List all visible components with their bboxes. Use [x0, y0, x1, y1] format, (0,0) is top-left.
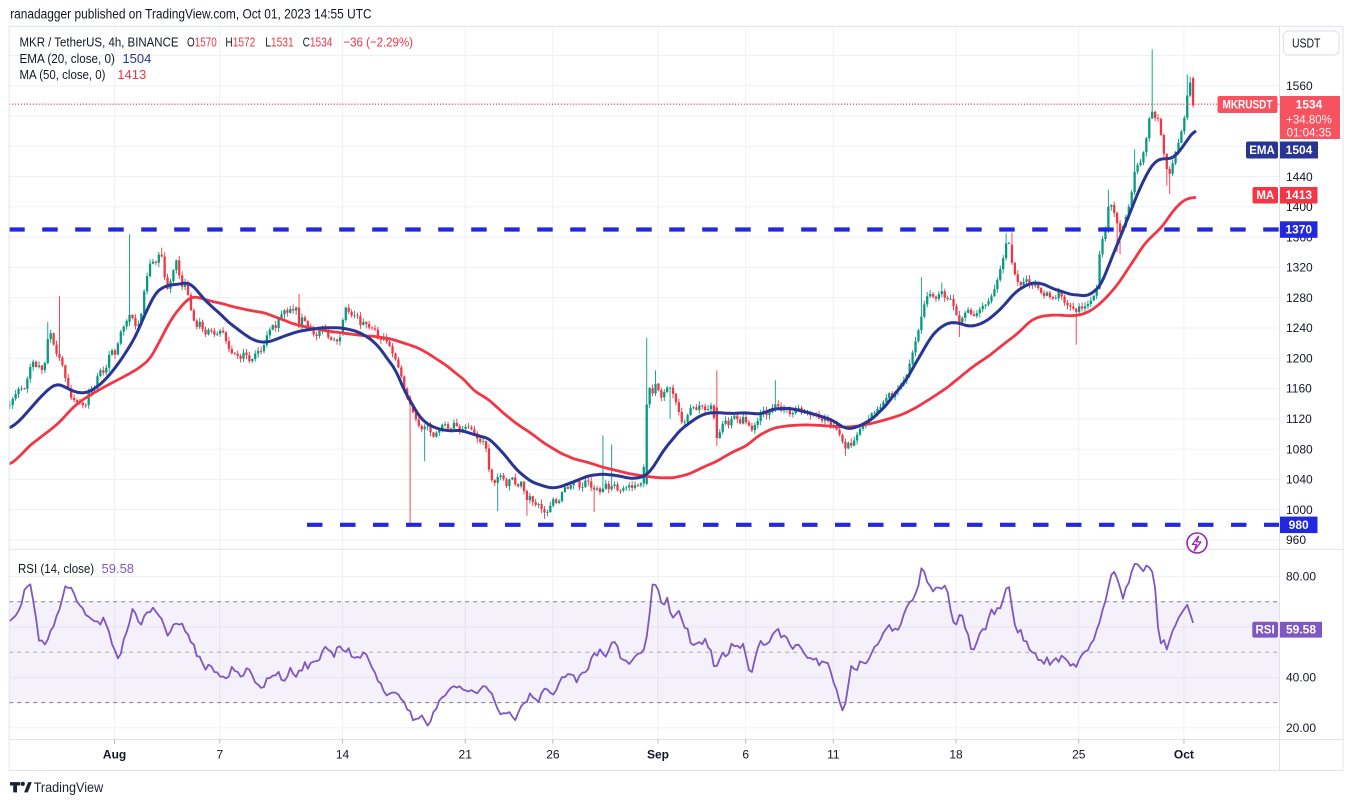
- svg-text:MA (50, close, 0): MA (50, close, 0): [20, 67, 106, 82]
- svg-text:01:04:35: 01:04:35: [1287, 127, 1332, 139]
- svg-text:1320: 1320: [1286, 261, 1313, 275]
- svg-text:MA: MA: [1256, 190, 1274, 202]
- svg-text:C1534: C1534: [303, 35, 333, 50]
- svg-text:O1570: O1570: [187, 35, 217, 50]
- svg-text:26: 26: [546, 748, 560, 762]
- svg-text:RSI (14, close): RSI (14, close): [18, 561, 94, 576]
- svg-text:1160: 1160: [1286, 382, 1312, 396]
- svg-text:1440: 1440: [1286, 170, 1313, 184]
- svg-text:MKR / TetherUS, 4h, BINANCE: MKR / TetherUS, 4h, BINANCE: [20, 35, 179, 50]
- svg-text:6: 6: [742, 748, 749, 762]
- svg-text:Oct: Oct: [1174, 748, 1194, 762]
- svg-text:MKRUSDT: MKRUSDT: [1223, 99, 1273, 111]
- svg-text:H1572: H1572: [225, 35, 255, 50]
- svg-text:TradingView: TradingView: [34, 779, 104, 795]
- svg-text:1534: 1534: [1296, 98, 1323, 112]
- svg-text:1504: 1504: [122, 51, 151, 66]
- svg-text:1560: 1560: [1286, 79, 1313, 93]
- svg-text:59.58: 59.58: [102, 561, 135, 576]
- svg-text:1200: 1200: [1286, 351, 1313, 365]
- svg-text:1370: 1370: [1285, 223, 1312, 237]
- svg-text:1080: 1080: [1286, 442, 1313, 456]
- svg-text:+34.80%: +34.80%: [1286, 114, 1332, 126]
- svg-text:21: 21: [459, 748, 473, 762]
- svg-text:11: 11: [827, 748, 840, 762]
- svg-text:1240: 1240: [1286, 321, 1313, 335]
- svg-text:14: 14: [336, 748, 350, 762]
- svg-text:1413: 1413: [117, 67, 146, 82]
- svg-text:960: 960: [1286, 533, 1306, 547]
- svg-text:RSI: RSI: [1256, 625, 1275, 637]
- svg-text:1120: 1120: [1286, 412, 1312, 426]
- svg-text:980: 980: [1289, 518, 1309, 532]
- svg-text:Aug: Aug: [103, 748, 126, 762]
- svg-text:59.58: 59.58: [1286, 623, 1316, 637]
- svg-text:EMA (20, close, 0): EMA (20, close, 0): [20, 51, 115, 66]
- svg-text:1413: 1413: [1285, 188, 1312, 202]
- svg-text:7: 7: [216, 748, 223, 762]
- svg-text:−36 (−2.29%): −36 (−2.29%): [343, 35, 413, 50]
- svg-text:L1531: L1531: [265, 35, 294, 50]
- svg-text:20.00: 20.00: [1286, 721, 1316, 735]
- svg-text:ranadagger published on Tradin: ranadagger published on TradingView.com,…: [10, 7, 372, 22]
- svg-text:Sep: Sep: [647, 748, 669, 762]
- svg-text:80.00: 80.00: [1286, 570, 1316, 584]
- svg-text:EMA: EMA: [1249, 145, 1275, 157]
- svg-text:USDT: USDT: [1292, 36, 1321, 50]
- svg-text:1000: 1000: [1286, 503, 1313, 517]
- svg-text:1504: 1504: [1286, 143, 1313, 157]
- svg-text:1040: 1040: [1286, 473, 1313, 487]
- svg-text:18: 18: [949, 748, 963, 762]
- svg-text:25: 25: [1072, 748, 1086, 762]
- svg-text:1280: 1280: [1286, 291, 1313, 305]
- svg-text:40.00: 40.00: [1286, 671, 1316, 685]
